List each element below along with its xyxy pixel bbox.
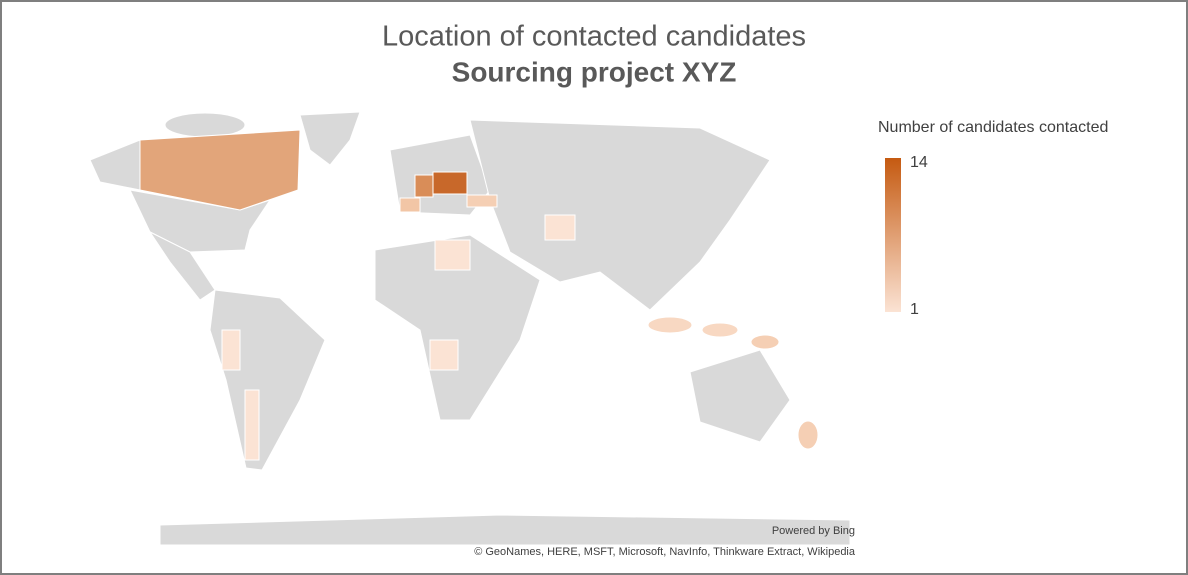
highlighted-country bbox=[432, 171, 468, 195]
highlighted-country bbox=[139, 129, 301, 211]
legend-title: Number of candidates contacted bbox=[878, 119, 1108, 136]
world-map bbox=[89, 111, 851, 546]
landmass bbox=[469, 119, 771, 311]
highlighted-country bbox=[244, 389, 260, 461]
highlighted-country bbox=[221, 329, 241, 371]
landmass bbox=[299, 111, 361, 166]
landmass bbox=[159, 514, 851, 546]
legend-tick-label: 14 bbox=[910, 154, 928, 171]
highlighted-country bbox=[544, 214, 576, 241]
highlighted-country bbox=[399, 197, 421, 213]
highlighted-country bbox=[797, 420, 819, 450]
legend-color-scale bbox=[885, 158, 901, 312]
highlighted-country bbox=[466, 194, 498, 208]
attribution-provider: Powered by Bing bbox=[772, 525, 855, 537]
legend-tick-label: 1 bbox=[910, 301, 919, 318]
highlighted-country bbox=[434, 239, 471, 271]
chart-subtitle: Sourcing project XYZ bbox=[452, 56, 737, 87]
landmass bbox=[374, 234, 541, 421]
chart-title: Location of contacted candidates bbox=[382, 21, 806, 53]
attribution: © GeoNames, HERE, MSFT, Microsoft, NavIn… bbox=[474, 546, 856, 558]
landmass bbox=[148, 230, 216, 301]
landmass bbox=[689, 349, 791, 443]
highlighted-country bbox=[647, 316, 693, 334]
highlighted-country bbox=[701, 322, 739, 338]
highlighted-country bbox=[429, 339, 459, 371]
landmass bbox=[164, 112, 246, 138]
highlighted-country bbox=[750, 334, 780, 350]
highlighted-country bbox=[414, 174, 434, 198]
